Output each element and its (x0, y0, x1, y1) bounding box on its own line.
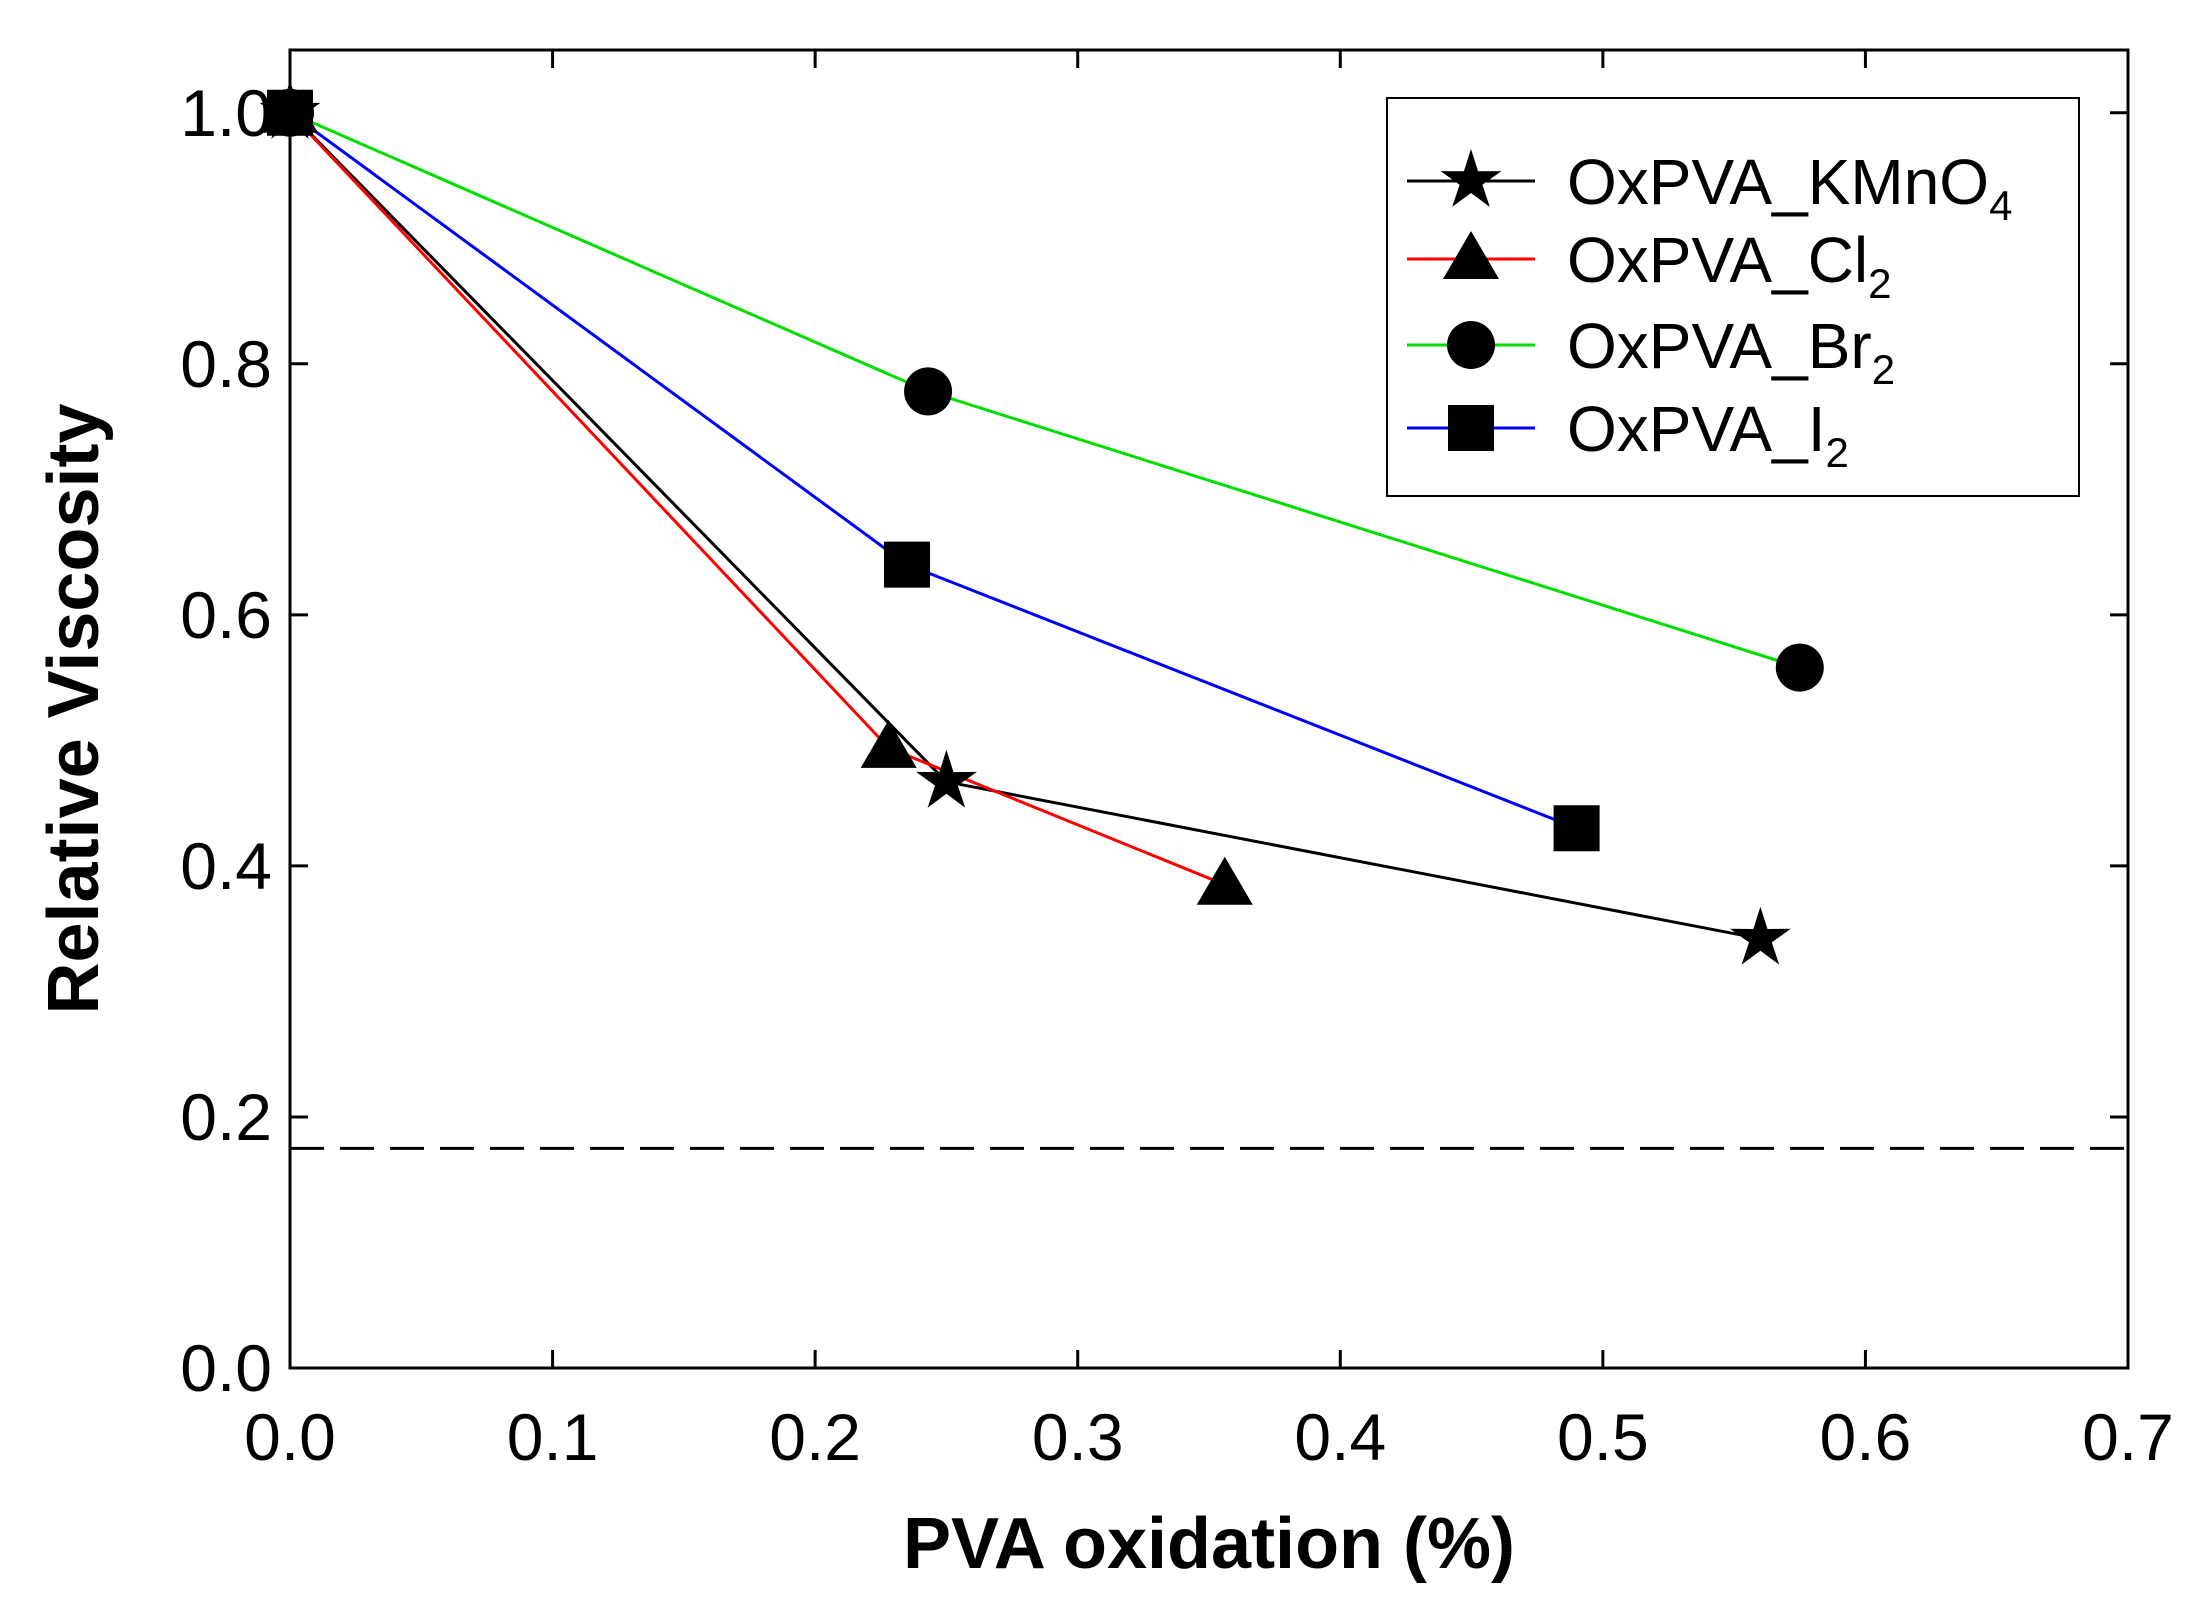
point-OxPVA_I2-2 (1553, 805, 1600, 852)
plot-area: 0.0 0.1 0.2 0.3 0.4 0.5 0.6 0.7 0.0 0.2 0.4 0.6 0.8 1… (180, 48, 2174, 1474)
x-tick-label-0: 0.0 (244, 1400, 336, 1474)
x-tick-label-2: 0.2 (769, 1400, 861, 1474)
y-tick-label-1: 0.2 (180, 1080, 272, 1154)
legend-marker-OxPVA_I2 (1448, 405, 1494, 451)
legend-label-OxPVA_Cl2: OxPVA_Cl2 (1567, 224, 1891, 307)
point-OxPVA_I2-0 (267, 89, 313, 136)
y-tick-label-5: 1.0 (180, 76, 272, 150)
legend-marker-OxPVA_KMnO4 (1440, 149, 1502, 207)
x-tick-label-3: 0.3 (1032, 1400, 1124, 1474)
x-tick-label-7: 0.7 (2082, 1400, 2174, 1474)
y-axis-title: Relative Viscosity (34, 403, 114, 1014)
y-tick-label-2: 0.4 (180, 829, 272, 903)
y-tick-label-4: 0.8 (180, 327, 272, 401)
x-tick-label-5: 0.5 (1557, 1400, 1649, 1474)
plot-frame (288, 48, 2130, 1370)
y-tick-label-0: 0.0 (180, 1331, 272, 1405)
point-OxPVA_Cl2-1 (860, 719, 917, 768)
point-OxPVA_KMnO4-1 (916, 749, 977, 808)
x-tick-label-6: 0.6 (1820, 1400, 1912, 1474)
point-OxPVA_KMnO4-2 (1730, 906, 1791, 965)
point-OxPVA_Br2-1 (904, 367, 953, 416)
legend-label-OxPVA_I2: OxPVA_I2 (1567, 393, 1849, 476)
point-OxPVA_Cl2-2 (1196, 856, 1253, 905)
x-axis-title: PVA oxidation (%) (903, 1504, 1515, 1584)
series-line-OxPVA_I2 (289, 111, 1578, 830)
x-tick-label-1: 0.1 (507, 1400, 599, 1474)
legend-box (1386, 97, 2080, 497)
legend-marker-OxPVA_Cl2 (1443, 231, 1499, 279)
legend-label-OxPVA_Br2: OxPVA_Br2 (1567, 310, 1895, 393)
y-tick-label-3: 0.6 (180, 578, 272, 652)
legend-label-OxPVA_KMnO4: OxPVA_KMnO4 (1567, 146, 2012, 229)
point-OxPVA_I2-1 (884, 541, 931, 588)
x-tick-label-4: 0.4 (1294, 1400, 1386, 1474)
series-line-OxPVA_Cl2 (288, 111, 1226, 887)
point-OxPVA_Br2-2 (1775, 643, 1824, 692)
legend-marker-OxPVA_Br2 (1447, 321, 1495, 369)
